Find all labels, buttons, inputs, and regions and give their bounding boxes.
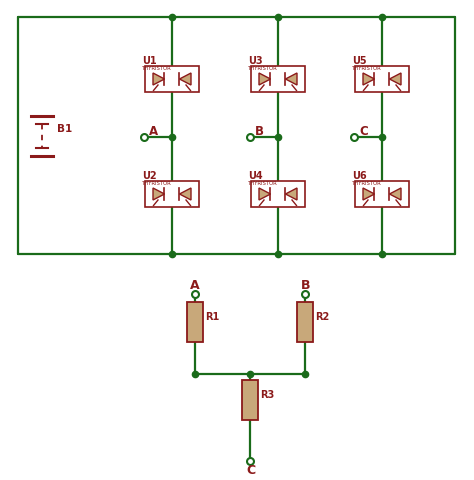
Bar bbox=[187, 302, 203, 342]
Bar bbox=[297, 302, 313, 342]
Text: U3: U3 bbox=[248, 56, 263, 66]
Text: C: C bbox=[359, 125, 368, 138]
Text: R2: R2 bbox=[315, 312, 329, 321]
Polygon shape bbox=[390, 74, 401, 86]
Text: A: A bbox=[190, 278, 200, 291]
Polygon shape bbox=[259, 189, 271, 201]
Bar bbox=[355, 181, 409, 207]
Text: C: C bbox=[246, 463, 255, 476]
Bar bbox=[355, 67, 409, 93]
Text: THYRISTOR: THYRISTOR bbox=[142, 180, 172, 186]
Text: B: B bbox=[301, 278, 310, 291]
Polygon shape bbox=[153, 74, 164, 86]
Text: THYRISTOR: THYRISTOR bbox=[142, 66, 172, 71]
Text: R1: R1 bbox=[205, 312, 219, 321]
Polygon shape bbox=[180, 74, 191, 86]
Polygon shape bbox=[180, 189, 191, 201]
Text: THYRISTOR: THYRISTOR bbox=[352, 180, 382, 186]
Text: U5: U5 bbox=[352, 56, 366, 66]
Polygon shape bbox=[363, 74, 374, 86]
Bar bbox=[145, 181, 199, 207]
Polygon shape bbox=[363, 189, 374, 201]
Polygon shape bbox=[153, 189, 164, 201]
Text: A: A bbox=[149, 125, 158, 138]
Text: THYRISTOR: THYRISTOR bbox=[352, 66, 382, 71]
Text: B: B bbox=[255, 125, 264, 138]
Bar bbox=[242, 380, 258, 420]
Text: U2: U2 bbox=[142, 171, 156, 180]
Bar bbox=[145, 67, 199, 93]
Polygon shape bbox=[259, 74, 271, 86]
Text: THYRISTOR: THYRISTOR bbox=[248, 66, 278, 71]
Text: B1: B1 bbox=[57, 124, 72, 134]
Bar bbox=[251, 181, 305, 207]
Text: U4: U4 bbox=[248, 171, 263, 180]
Text: U6: U6 bbox=[352, 171, 366, 180]
Polygon shape bbox=[285, 74, 297, 86]
Text: THYRISTOR: THYRISTOR bbox=[248, 180, 278, 186]
Text: U1: U1 bbox=[142, 56, 156, 66]
Text: R3: R3 bbox=[260, 389, 274, 399]
Polygon shape bbox=[390, 189, 401, 201]
Polygon shape bbox=[285, 189, 297, 201]
Bar bbox=[251, 67, 305, 93]
